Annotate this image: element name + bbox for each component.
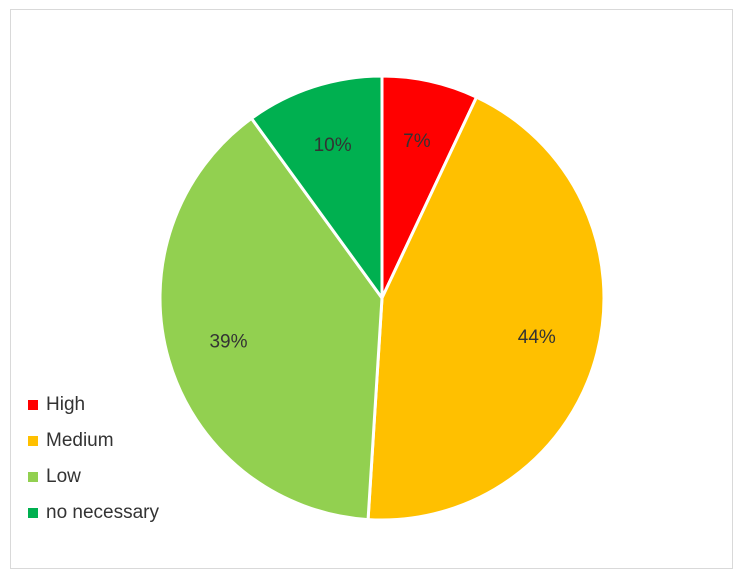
legend-swatch-high [28,400,38,410]
legend: High Medium Low no necessary [28,393,159,537]
data-label-no-necessary: 10% [314,135,352,156]
legend-label-no-necessary: no necessary [46,502,160,523]
legend-item-medium: Medium [28,429,159,453]
legend-swatch-no-necessary [28,508,38,518]
pie-slice-medium [366,95,606,522]
pie-slice-no-necessary [250,74,384,300]
legend-item-high: High [28,393,159,417]
legend-item-no-necessary: no necessary [28,501,159,525]
pie-labels: 7% 44% 39% 10% [209,131,555,353]
data-label-high: 7% [403,131,431,152]
legend-item-low: Low [28,465,159,489]
legend-label-medium: Medium [46,430,114,451]
legend-label-high: High [46,394,86,415]
data-label-medium: 44% [518,327,556,348]
pie-slice-low [158,116,384,522]
pie-slices [158,74,606,522]
legend-swatch-low [28,472,38,482]
data-label-low: 39% [209,332,247,353]
legend-label-low: Low [46,466,81,487]
legend-swatch-medium [28,436,38,446]
